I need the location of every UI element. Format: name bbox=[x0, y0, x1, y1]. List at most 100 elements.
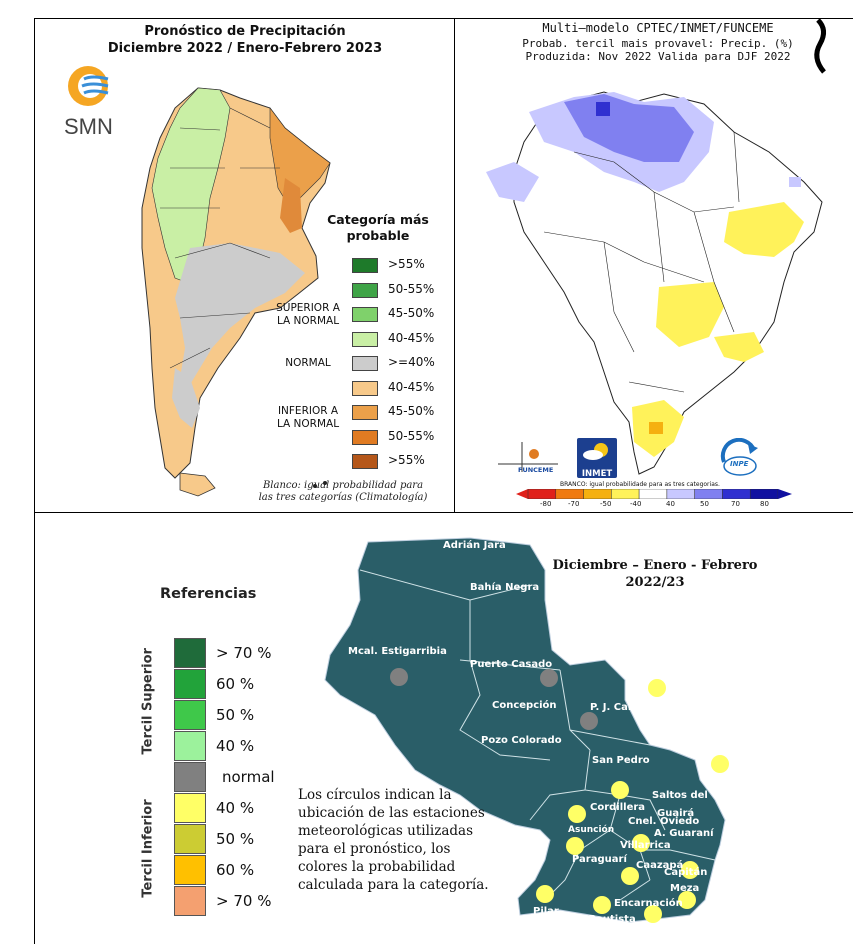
paraguay-scale-swatch bbox=[174, 731, 206, 761]
dept-meza: Meza bbox=[670, 883, 700, 894]
paraguay-scale-swatch bbox=[174, 700, 206, 730]
colorbar-segment bbox=[527, 489, 557, 499]
colorbar-segment bbox=[722, 489, 751, 499]
frame-middle-line bbox=[454, 18, 455, 512]
dept-concepcion: Concepción bbox=[492, 700, 557, 711]
inpe-logo-icon bbox=[720, 437, 758, 476]
colorbar-tick-label: 40 bbox=[666, 500, 675, 508]
argentina-legend-swatch bbox=[352, 258, 378, 273]
colorbar-tick-label: -70 bbox=[568, 500, 580, 508]
paraguay-scale-swatch bbox=[174, 762, 206, 792]
brazil-title-line3: Produzida: Nov 2022 Valida para DJF 2022 bbox=[525, 50, 791, 63]
dept-cordillera: Cordillera bbox=[590, 802, 646, 813]
colorbar-tick-label: -50 bbox=[600, 500, 612, 508]
argentina-legend-swatch bbox=[352, 454, 378, 469]
dept-bahia-negra: Bahía Negra bbox=[470, 582, 540, 593]
group-normal: NORMAL bbox=[285, 357, 331, 369]
colorbar-segment bbox=[694, 489, 723, 499]
dept-saltos-del: Saltos del bbox=[652, 790, 708, 801]
paraguay-note-line5: colores la probabilidad bbox=[298, 859, 456, 875]
paraguay-note-line2: ubicación de las estaciones bbox=[298, 805, 485, 821]
dept-sj-bautista: S.J.Bautista bbox=[570, 914, 636, 925]
colorbar-segment bbox=[638, 489, 668, 499]
colorbar-segment bbox=[749, 489, 779, 499]
dept-caazapa: Caazapá bbox=[636, 860, 684, 871]
brazil-colorbar-caption: BRANCO: igual probabilidade para as tres… bbox=[560, 481, 720, 488]
dept-asuncion: Asunción bbox=[568, 825, 615, 835]
paraguay-scale-swatch bbox=[174, 855, 206, 885]
paraguay-title-line1: Diciembre – Enero - Febrero bbox=[552, 558, 758, 573]
frame-bottom-line bbox=[34, 512, 853, 513]
colorbar-arrow-right bbox=[778, 489, 792, 499]
inpe-logo-text: INPE bbox=[730, 460, 749, 468]
dept-guaira: Guairá bbox=[657, 808, 695, 819]
funceme-logo-icon bbox=[498, 442, 558, 472]
argentina-legend-swatch bbox=[352, 380, 378, 396]
paraguay-note-line1: Los círculos indican la bbox=[298, 787, 452, 803]
colorbar-segment bbox=[555, 489, 584, 499]
argentina-legend-label: >55% bbox=[388, 453, 425, 467]
paraguay-scale-swatch bbox=[174, 793, 206, 823]
argentina-legend-label: >=40% bbox=[388, 355, 435, 369]
paraguay-map bbox=[324, 537, 729, 923]
paraguay-scale-swatch bbox=[174, 824, 206, 854]
dept-pozo-colorado: Pozo Colorado bbox=[481, 735, 562, 746]
paraguay-title-line2: 2022/23 bbox=[625, 575, 685, 590]
dept-a-guarani: A. Guaraní bbox=[654, 828, 714, 839]
dept-san-pedro: San Pedro bbox=[592, 755, 650, 766]
argentina-legend-label: 40-45% bbox=[388, 330, 435, 345]
references-title: Referencias bbox=[160, 586, 257, 602]
paraguay-note-line3: meteorológicas utilizadas bbox=[298, 823, 473, 839]
argentina-legend-swatch bbox=[352, 282, 378, 298]
colorbar-segment bbox=[666, 489, 695, 499]
paraguay-scale-label: 40 % bbox=[216, 799, 255, 817]
paraguay-scale-label: normal bbox=[222, 768, 275, 786]
dept-mcal-estigarribia: Mcal. Estigarribia bbox=[348, 646, 447, 657]
brazil-title-line2: Probab. tercil mais provavel: Precip. (%… bbox=[522, 37, 794, 50]
funceme-logo: FUNCEME bbox=[498, 442, 558, 482]
dept-villarrica: Villarrica bbox=[620, 840, 671, 851]
dept-puerto-casado: Puerto Casado bbox=[470, 659, 553, 670]
group-inferior: INFERIOR A LA NORMAL bbox=[268, 405, 348, 431]
frame-left-line bbox=[34, 18, 35, 944]
brazil-map bbox=[486, 91, 823, 475]
colorbar-segment bbox=[611, 489, 640, 499]
dept-capitan: Capitán bbox=[664, 867, 708, 878]
paraguay-scale-label: 60 % bbox=[216, 675, 255, 693]
paraguay-note-line6: calculada para la categoría. bbox=[298, 877, 489, 893]
paraguay-scale-label: > 70 % bbox=[216, 644, 272, 662]
paraguay-scale-label: 50 % bbox=[216, 830, 255, 848]
frame-top-line bbox=[34, 18, 853, 19]
smn-logo-icon bbox=[68, 66, 109, 106]
inpe-logo: INPE bbox=[718, 437, 766, 478]
paraguay-scale-swatch bbox=[174, 886, 206, 916]
argentina-legend-swatch bbox=[352, 429, 378, 445]
argentina-note-line2: las tres categorías (Climatología) bbox=[258, 492, 428, 503]
argentina-legend-label: >55% bbox=[388, 257, 425, 271]
argentina-legend-swatch bbox=[352, 331, 378, 347]
argentina-map bbox=[141, 87, 331, 497]
tercil-inferior-label: Tercil Inferior bbox=[140, 799, 156, 898]
argentina-legend-title-line2: probable bbox=[346, 228, 410, 243]
argentina-legend-swatch bbox=[352, 405, 378, 420]
paraguay-scale-label: 50 % bbox=[216, 706, 255, 724]
group-inferior-line2: LA NORMAL bbox=[276, 418, 340, 430]
inmet-logo-text: INMET bbox=[581, 469, 613, 479]
argentina-note-line1: Blanco: igual probabilidad para bbox=[262, 480, 424, 491]
tercil-superior-label: Tercil Superior bbox=[140, 648, 156, 755]
dept-cnel-oviedo: Cnel. Oviedo bbox=[628, 816, 700, 827]
paraguay-scale-label: 60 % bbox=[216, 861, 255, 879]
argentina-legend-swatch bbox=[352, 307, 378, 322]
inmet-logo: INMET bbox=[577, 438, 617, 479]
group-inferior-line1: INFERIOR A bbox=[277, 405, 339, 417]
paraguay-note-line4: para el pronóstico, los bbox=[298, 841, 451, 857]
paraguay-scale-label: > 70 % bbox=[216, 892, 272, 910]
paraguay-scale-label: 40 % bbox=[216, 737, 255, 755]
dept-adrian-jara: Adrián Jara bbox=[443, 540, 506, 551]
brazil-colorbar bbox=[516, 489, 792, 499]
inmet-logo-icon bbox=[583, 443, 608, 460]
colorbar-tick-label: 70 bbox=[731, 500, 740, 508]
group-superior-line2: LA NORMAL bbox=[276, 315, 340, 327]
argentina-legend-swatch bbox=[352, 356, 378, 371]
dept-encarnacion: Encarnación bbox=[614, 898, 683, 909]
